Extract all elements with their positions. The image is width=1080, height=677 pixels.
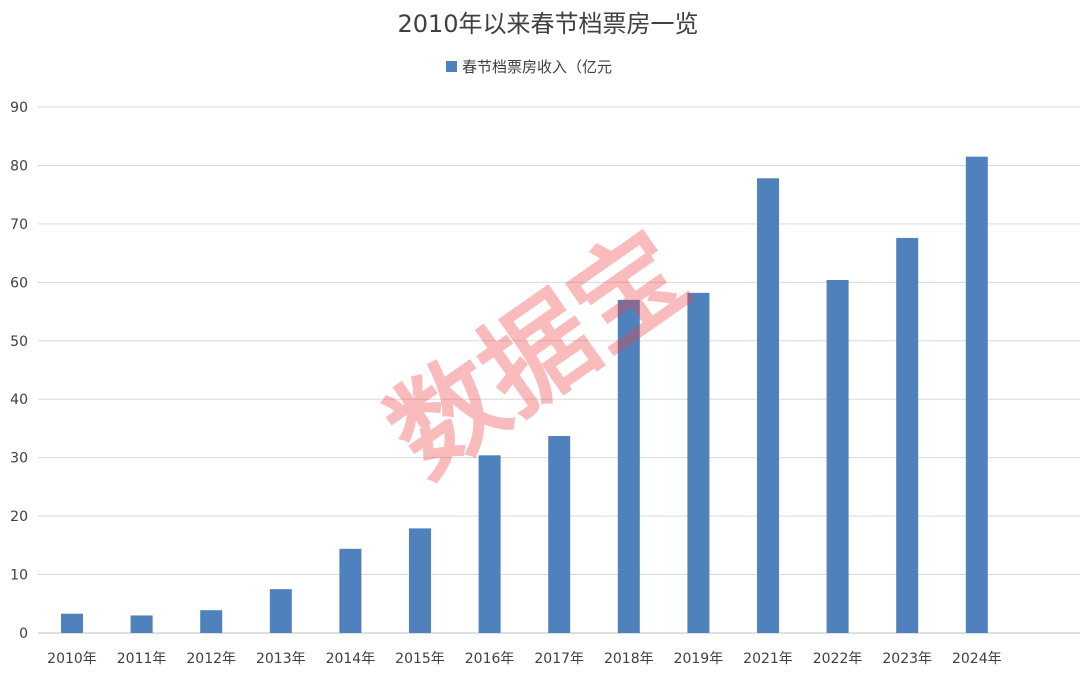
x-tick-label: 2011年 — [117, 651, 167, 667]
legend-swatch — [446, 61, 457, 72]
x-tick-label: 2014年 — [326, 651, 376, 667]
y-tick-label: 20 — [10, 509, 28, 525]
y-axis: 0 10 20 30 40 50 60 70 80 90 — [10, 100, 28, 642]
y-tick-label: 10 — [10, 568, 28, 584]
x-tick-label: 2023年 — [882, 651, 932, 667]
y-tick-label: 30 — [10, 451, 28, 467]
bar — [617, 299, 640, 633]
legend-label: 春节档票房收入（亿元 — [462, 58, 612, 76]
x-tick-label: 2021年 — [743, 651, 793, 667]
y-tick-label: 80 — [10, 158, 28, 174]
watermark: 数据宝 — [366, 207, 710, 501]
gridlines — [38, 106, 1080, 634]
x-tick-label: 2018年 — [604, 651, 654, 667]
bar — [339, 548, 362, 633]
x-tick-label: 2024年 — [952, 651, 1002, 667]
x-tick-label: 2016年 — [465, 651, 515, 667]
y-tick-label: 60 — [10, 275, 28, 291]
y-tick-label: 90 — [10, 100, 28, 116]
x-tick-label: 2017年 — [534, 651, 584, 667]
bar — [409, 528, 431, 633]
chart-title: 2010年以来春节档票房一览 — [397, 10, 698, 38]
bars — [61, 156, 988, 633]
bar — [965, 156, 988, 633]
x-tick-label: 2013年 — [256, 651, 306, 667]
bar — [478, 455, 501, 633]
bar — [200, 610, 223, 633]
x-tick-label: 2015年 — [395, 651, 445, 667]
bar — [826, 279, 849, 633]
bar — [896, 237, 919, 633]
x-tick-label: 2022年 — [813, 651, 863, 667]
y-tick-label: 40 — [10, 392, 28, 408]
x-tick-label: 2010年 — [47, 651, 97, 667]
bar — [130, 615, 153, 633]
y-tick-label: 50 — [10, 334, 28, 350]
bar — [269, 589, 292, 633]
x-axis: 2010年 2011年 2012年 2013年 2014年 2015年 2016年 2017年… — [47, 651, 1001, 667]
bar — [548, 436, 571, 633]
y-tick-label: 0 — [19, 626, 28, 642]
y-tick-label: 70 — [10, 217, 28, 233]
x-tick-label: 2012年 — [186, 651, 236, 667]
bar — [757, 178, 779, 633]
legend: 春节档票房收入（亿元 — [446, 58, 612, 76]
x-tick-label: 2019年 — [674, 651, 724, 667]
bar — [687, 292, 710, 633]
bar — [61, 613, 83, 633]
